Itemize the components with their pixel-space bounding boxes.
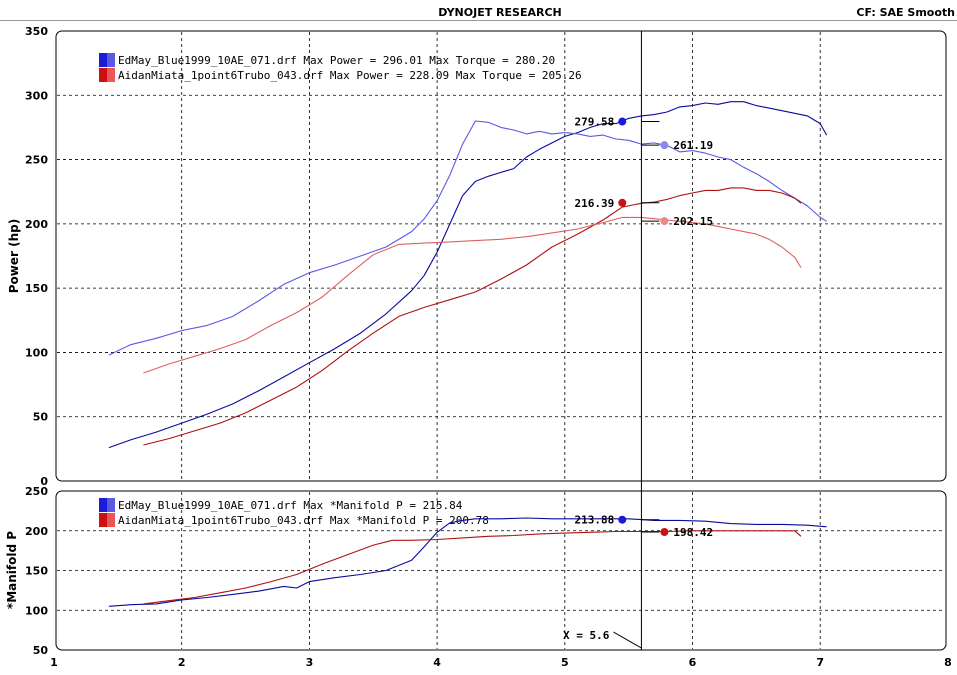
x-tick-label: 4: [433, 656, 441, 669]
legend-swatch-aidan-light: [107, 68, 115, 82]
y-tick-label: 50: [33, 644, 49, 657]
manifold-panel: *Manifold P 50 100 150 200 250 EdMay_Blue199…: [5, 485, 952, 669]
power-y-axis-label: Power (hp): [7, 219, 21, 293]
power-series-line-0: [108, 101, 828, 449]
marker-value-label: 213.88: [575, 514, 615, 527]
rpm-cursor[interactable]: X = 5.6: [563, 31, 642, 650]
manifold-markers: 213.88 198.42: [575, 514, 714, 539]
power-grid: [57, 32, 945, 480]
legend-swatch-edmay: [99, 498, 107, 512]
manifold-y-ticks: 50 100 150 200 250: [25, 485, 48, 657]
manifold-series-line-0: [108, 517, 827, 607]
x-tick-label: 2: [178, 656, 186, 669]
manifold-grid: [57, 492, 945, 649]
legend-entry-edmay: EdMay_Blue1999_10AE_071.drf Max *Manifol…: [118, 499, 463, 512]
y-tick-label: 0: [40, 475, 48, 488]
manifold-legend: EdMay_Blue1999_10AE_071.drf Max *Manifol…: [99, 498, 489, 527]
manifold-series-line-1: [143, 530, 802, 605]
legend-entry-aidan: AidanMiata_1point6Trubo_043.drf Max Powe…: [118, 69, 582, 82]
y-tick-label: 350: [25, 25, 48, 38]
marker-dot: [618, 117, 627, 126]
x-tick-label: 1: [50, 656, 58, 669]
manifold-series: [108, 517, 827, 607]
marker-value-label: 216.39: [575, 197, 615, 210]
marker-value-label: 279.58: [575, 116, 615, 129]
x-tick-label: 3: [306, 656, 314, 669]
power-markers: 279.58 261.19 216.39 202.15: [575, 116, 714, 229]
marker-value-label: 198.42: [673, 526, 713, 539]
x-tick-label: 8: [944, 656, 952, 669]
legend-swatch-aidan-light: [107, 513, 115, 527]
correction-factor-label: CF: SAE Smooth: [856, 6, 955, 19]
power-series-line-2: [143, 187, 802, 446]
x-tick-label: 5: [561, 656, 569, 669]
legend-swatch-edmay: [99, 53, 107, 67]
y-tick-label: 200: [25, 525, 48, 538]
marker-value-label: 261.19: [673, 139, 713, 152]
x-tick-label: 6: [689, 656, 697, 669]
power-series: [108, 101, 828, 449]
marker-dot: [660, 217, 669, 226]
legend-entry-edmay: EdMay_Blue1999_10AE_071.drf Max Power = …: [118, 54, 555, 67]
legend-entry-aidan: AidanMiata_1point6Trubo_043.drf Max *Man…: [118, 514, 489, 527]
y-tick-label: 100: [25, 604, 48, 617]
marker-dot: [618, 515, 627, 524]
y-tick-label: 50: [33, 411, 49, 424]
legend-swatch-aidan: [99, 513, 107, 527]
marker-dot: [660, 141, 669, 150]
power-panel: Power (hp) 0 50 100 150 200 250 300 350 EdMay_B…: [7, 25, 947, 488]
cursor-label-leader: [613, 631, 642, 649]
marker-dot: [618, 198, 627, 207]
marker-dot: [660, 528, 669, 537]
y-tick-label: 200: [25, 218, 48, 231]
legend-swatch-edmay-light: [107, 498, 115, 512]
cursor-x-label: X = 5.6: [563, 629, 610, 642]
power-series-line-1: [108, 120, 827, 356]
y-tick-label: 150: [25, 282, 48, 295]
y-tick-label: 100: [25, 346, 48, 359]
power-y-ticks: 0 50 100 150 200 250 300 350: [25, 25, 48, 488]
chart-title: DYNOJET RESEARCH: [438, 6, 561, 19]
power-series-line-3: [143, 216, 802, 374]
y-tick-label: 300: [25, 89, 48, 102]
y-tick-label: 250: [25, 154, 48, 167]
y-tick-label: 250: [25, 485, 48, 498]
legend-swatch-aidan: [99, 68, 107, 82]
x-axis-ticks: 1 2 3 4 5 6 7 8: [50, 656, 952, 669]
x-tick-label: 7: [816, 656, 824, 669]
power-legend: EdMay_Blue1999_10AE_071.drf Max Power = …: [99, 53, 582, 82]
manifold-y-axis-label: *Manifold P: [5, 531, 19, 609]
marker-value-label: 202.15: [673, 215, 713, 228]
y-tick-label: 150: [25, 565, 48, 578]
legend-swatch-edmay-light: [107, 53, 115, 67]
power-plot-frame: [55, 30, 947, 482]
